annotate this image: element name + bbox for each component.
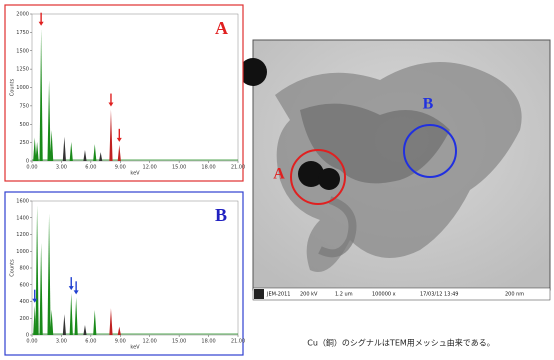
y-tick-label: 200: [19, 316, 29, 322]
y-tick-label: 1200: [16, 232, 29, 238]
x-tick-label: 0.00: [26, 165, 37, 171]
y-tick-label: 600: [19, 282, 29, 288]
y-tick-label: 750: [19, 103, 29, 109]
y-tick-label: 1750: [16, 30, 29, 36]
x-tick-label: 6.00: [85, 165, 96, 171]
info-text: 17/03/12 13:49: [420, 292, 458, 298]
info-text: 200 kV: [300, 292, 318, 298]
y-tick-label: 1600: [16, 199, 29, 205]
y-tick-label: 1250: [16, 67, 29, 73]
tem-image: [239, 40, 550, 300]
x-tick-label: 18.00: [201, 165, 215, 171]
panel-label: B: [215, 205, 227, 225]
y-tick-label: 1500: [16, 48, 29, 54]
info-text: 200 nm: [505, 292, 524, 298]
x-tick-label: 9.00: [115, 165, 126, 171]
y-tick-label: 2000: [16, 12, 29, 18]
y-tick-label: 400: [19, 299, 29, 305]
image-label: B: [423, 96, 434, 113]
y-axis-label: Counts: [10, 259, 16, 277]
x-axis-label: keV: [130, 345, 140, 351]
y-tick-label: 1000: [16, 85, 29, 91]
y-tick-label: 250: [19, 140, 29, 146]
image-label: A: [273, 166, 285, 183]
info-text: 100000 x: [372, 292, 396, 298]
x-tick-label: 9.00: [115, 339, 126, 345]
x-tick-label: 15.00: [172, 165, 186, 171]
x-tick-label: 3.00: [56, 165, 67, 171]
x-tick-label: 6.00: [85, 339, 96, 345]
y-tick-label: 1400: [16, 215, 29, 221]
y-axis-label: Counts: [10, 78, 16, 96]
x-tick-label: 21.00: [231, 165, 245, 171]
y-tick-label: 500: [19, 122, 29, 128]
x-axis-label: keV: [130, 171, 140, 177]
y-tick-label: 1000: [16, 249, 29, 255]
x-tick-label: 12.00: [143, 165, 157, 171]
x-tick-label: 3.00: [56, 339, 67, 345]
x-tick-label: 12.00: [143, 339, 157, 345]
info-text: 1.2 um: [335, 292, 353, 298]
y-tick-label: 800: [19, 266, 29, 272]
plot-area: [32, 201, 238, 335]
caption: Cu（銅）のシグナルはTEM用メッシュ由来である。: [307, 338, 494, 348]
info-text: JEM-2011: [266, 292, 290, 298]
panel-label: A: [215, 18, 228, 38]
x-tick-label: 0.00: [26, 339, 37, 345]
x-tick-label: 15.00: [172, 339, 186, 345]
plot-area: [32, 14, 238, 161]
x-tick-label: 21.00: [231, 339, 245, 345]
x-tick-label: 18.00: [201, 339, 215, 345]
figure: A B Cu（銅）のシグナルはTEM用メッシュ由来である。 JEM-2011 20…: [0, 0, 554, 360]
